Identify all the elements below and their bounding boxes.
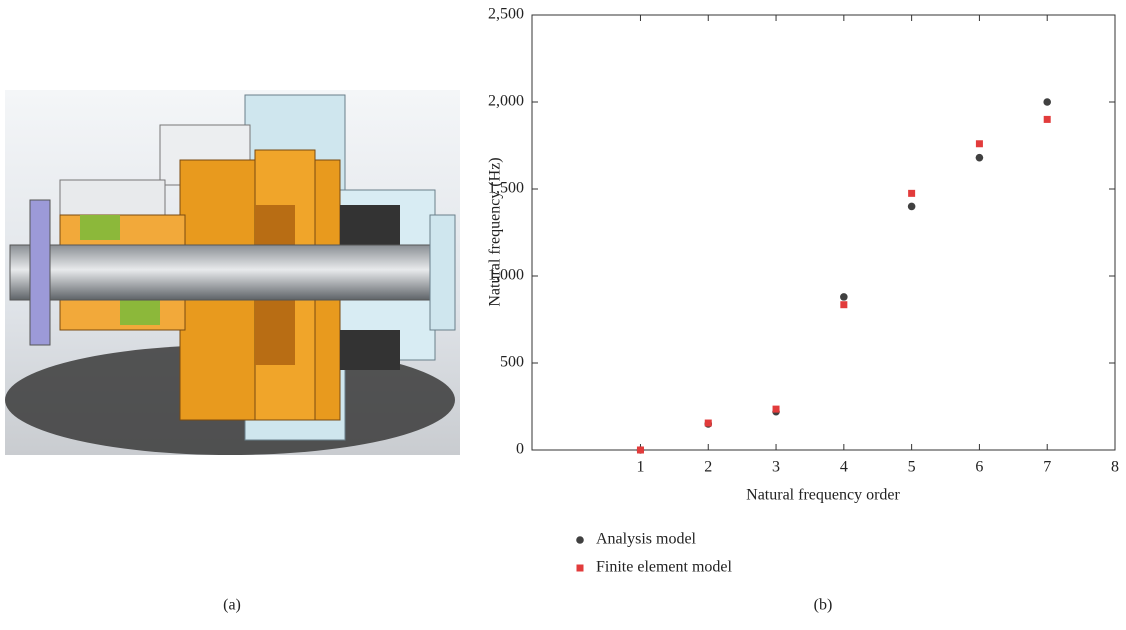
- legend-marker: [576, 536, 584, 544]
- legend-marker: [577, 565, 584, 572]
- x-tick-label: 1: [636, 459, 644, 476]
- y-tick-label: 500: [500, 354, 524, 371]
- y-tick-label: 2,000: [488, 93, 524, 110]
- cad-illustration: [5, 90, 460, 455]
- figure: (a) (b) Natural frequency order Natural …: [0, 0, 1126, 625]
- x-tick-label: 8: [1111, 459, 1119, 476]
- page: {"captions": ["(a)", "(b)"], "chart_data…: [0, 0, 1126, 625]
- plot-frame: [532, 15, 1115, 450]
- data-point: [773, 406, 780, 413]
- legend-label: Analysis model: [596, 531, 697, 548]
- plot-area: [532, 15, 1115, 450]
- data-point: [705, 420, 712, 427]
- y-tick-label: 1,500: [488, 180, 524, 197]
- x-axis-label: Natural frequency order: [746, 487, 900, 504]
- data-point: [908, 203, 916, 211]
- caption: (b): [814, 597, 833, 614]
- data-point: [840, 301, 847, 308]
- y-tick-label: 2,500: [488, 6, 524, 23]
- legend-label: Finite element model: [596, 559, 733, 576]
- data-point: [1044, 116, 1051, 123]
- caption: (a): [223, 597, 241, 614]
- data-point: [976, 140, 983, 147]
- x-tick-label: 4: [840, 459, 848, 476]
- x-tick-label: 2: [704, 459, 712, 476]
- x-tick-label: 7: [1043, 459, 1051, 476]
- y-tick-label: 0: [516, 441, 524, 458]
- x-tick-label: 3: [772, 459, 780, 476]
- data-point: [1043, 98, 1051, 106]
- x-tick-label: 5: [908, 459, 916, 476]
- data-point: [976, 154, 984, 162]
- x-tick-label: 6: [975, 459, 983, 476]
- y-tick-label: 1,000: [488, 267, 524, 284]
- data-point: [637, 447, 644, 454]
- data-point: [840, 293, 848, 301]
- data-point: [908, 190, 915, 197]
